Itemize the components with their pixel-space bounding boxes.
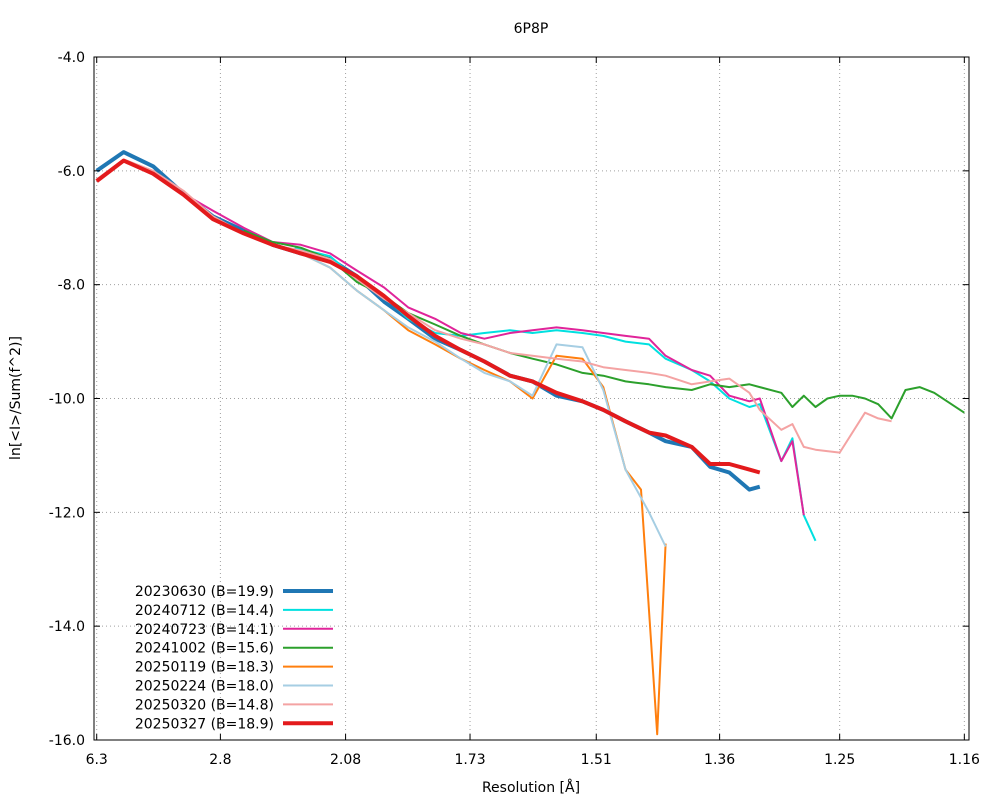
y-tick-label: -16.0 — [49, 733, 85, 749]
chart-title: 6P8P — [514, 21, 549, 37]
x-tick-label: 2.8 — [209, 752, 231, 768]
x-axis-title: Resolution [Å] — [482, 779, 580, 796]
legend-label: 20250320 (B=14.8) — [135, 697, 274, 713]
legend-label: 20250224 (B=18.0) — [135, 679, 274, 695]
series-line-8 — [95, 158, 761, 475]
x-tick-label: 1.16 — [949, 752, 980, 768]
legend: 20230630 (B=19.9) 20240712 (B=14.4) 202407… — [135, 584, 333, 732]
y-tick-label: -12.0 — [49, 505, 85, 521]
legend-label: 20241002 (B=15.6) — [135, 641, 274, 657]
x-tick-label: 2.08 — [330, 752, 361, 768]
plot-area — [95, 150, 965, 736]
y-tick-label: -4.0 — [58, 50, 85, 66]
legend-label: 20240712 (B=14.4) — [135, 603, 274, 619]
legend-label: 20250327 (B=18.9) — [135, 716, 274, 732]
legend-label: 20230630 (B=19.9) — [135, 584, 274, 600]
series-line-5 — [300, 252, 667, 736]
x-tick-label: 1.73 — [454, 752, 485, 768]
series-line-6 — [300, 252, 667, 547]
x-tick-label: 1.36 — [704, 752, 735, 768]
x-tick-label: 6.3 — [86, 752, 108, 768]
x-tick-label: 1.25 — [824, 752, 855, 768]
y-tick-label: -10.0 — [49, 392, 85, 408]
y-tick-label: -14.0 — [49, 619, 85, 635]
x-tick-label: 1.51 — [581, 752, 612, 768]
legend-label: 20250119 (B=18.3) — [135, 660, 274, 676]
series-line-7 — [96, 158, 892, 454]
axis-ticks: 6.3 2.8 2.08 1.73 1.51 1.36 1.25 1.16 -4.0 -6.0 -8… — [49, 50, 980, 768]
series-line-3 — [182, 192, 805, 516]
y-tick-label: -6.0 — [58, 164, 85, 180]
series-line-2 — [294, 246, 817, 542]
y-axis-title: ln[<I>/Sum(f^2)] — [8, 336, 24, 460]
legend-label: 20240723 (B=14.1) — [135, 622, 274, 638]
y-tick-label: -8.0 — [58, 278, 85, 294]
